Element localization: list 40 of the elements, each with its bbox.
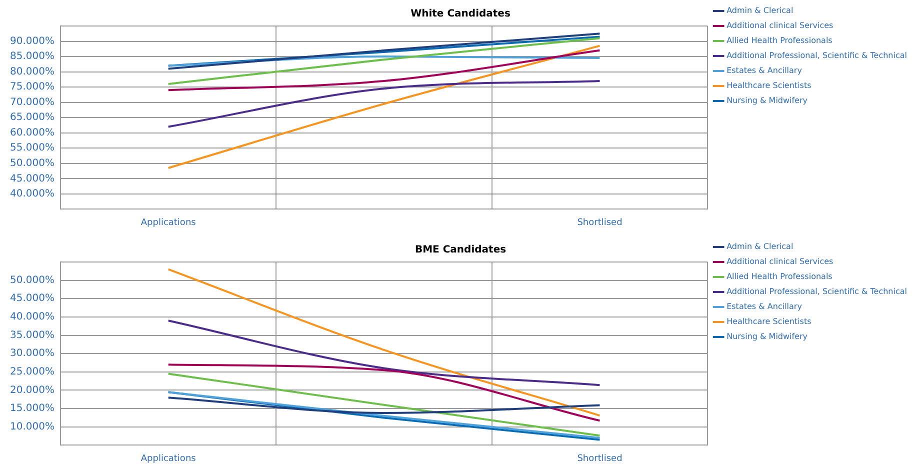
y-tick-label: 90.000%: [10, 36, 54, 47]
y-tick-label: 50.000%: [10, 274, 54, 286]
y-tick-label: 30.000%: [10, 348, 54, 360]
x-tick-label: Shortlised: [577, 454, 622, 464]
y-tick-label: 70.000%: [10, 96, 54, 108]
y-tick-label: 85.000%: [10, 51, 54, 62]
x-tick-label: Applications: [140, 218, 196, 228]
x-tick-label: Applications: [140, 454, 196, 464]
y-tick-label: 75.000%: [10, 82, 54, 93]
legend-label: Additional clinical Services: [726, 21, 834, 30]
legend-label: Healthcare Scientists: [726, 317, 812, 326]
legend-label: Allied Health Professionals: [726, 36, 832, 46]
y-tick-label: 45.000%: [10, 173, 54, 184]
chart-title: BME Candidates: [414, 244, 506, 256]
legend-label: Estates & Ancillary: [726, 66, 802, 76]
y-tick-label: 65.000%: [10, 112, 54, 124]
y-tick-label: 50.000%: [10, 158, 54, 169]
y-tick-label: 45.000%: [10, 293, 54, 304]
legend-label: Nursing & Midwifery: [726, 96, 808, 106]
y-tick-label: 15.000%: [10, 403, 54, 414]
y-tick-label: 35.000%: [10, 330, 54, 341]
legend-label: Healthcare Scientists: [726, 81, 812, 90]
legend-label: Estates & Ancillary: [726, 302, 802, 312]
y-tick-label: 10.000%: [10, 421, 54, 432]
legend-label: Admin & Clerical: [726, 242, 794, 252]
x-tick-label: Shortlised: [577, 218, 622, 228]
legend-label: Admin & Clerical: [726, 6, 794, 16]
y-tick-label: 25.000%: [10, 366, 54, 378]
chart-title: White Candidates: [410, 8, 510, 20]
y-tick-label: 40.000%: [10, 312, 54, 323]
legend-label: Additional Professional, Scientific & Technical: [726, 51, 908, 60]
y-tick-label: 55.000%: [10, 142, 54, 154]
legend-label: Additional Professional, Scientific & Technical: [726, 287, 908, 296]
y-tick-label: 80.000%: [10, 66, 54, 78]
legend-label: Additional clinical Services: [726, 257, 834, 266]
legend-label: Allied Health Professionals: [726, 272, 832, 282]
y-tick-label: 40.000%: [10, 188, 54, 200]
y-tick-label: 20.000%: [10, 384, 54, 396]
legend-label: Nursing & Midwifery: [726, 332, 808, 342]
y-tick-label: 60.000%: [10, 127, 54, 138]
